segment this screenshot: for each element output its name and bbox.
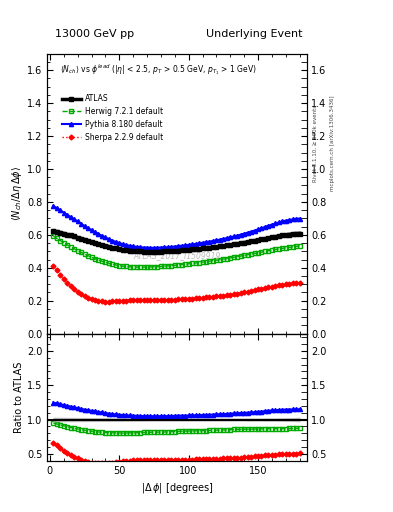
Y-axis label: Ratio to ATLAS: Ratio to ATLAS (14, 361, 24, 433)
Text: mcplots.cern.ch [arXiv:1306.3436]: mcplots.cern.ch [arXiv:1306.3436] (330, 96, 335, 191)
Text: ATLAS_2017_I1509919: ATLAS_2017_I1509919 (133, 251, 220, 260)
Text: $\langle N_{ch} \rangle$ vs $\phi^{lead}$ ($|\eta|$ < 2.5, $p_T$ > 0.5 GeV, $p_{: $\langle N_{ch} \rangle$ vs $\phi^{lead}… (60, 62, 257, 77)
Y-axis label: $\langle N_{ch} / \Delta\eta\,\Delta\phi \rangle$: $\langle N_{ch} / \Delta\eta\,\Delta\phi… (10, 166, 24, 221)
Legend: ATLAS, Herwig 7.2.1 default, Pythia 8.180 default, Sherpa 2.2.9 default: ATLAS, Herwig 7.2.1 default, Pythia 8.18… (59, 91, 166, 145)
Text: Underlying Event: Underlying Event (206, 29, 303, 39)
X-axis label: $|\Delta\,\phi|$ [degrees]: $|\Delta\,\phi|$ [degrees] (141, 481, 213, 495)
Text: Rivet 3.1.10, ≥ 500k events: Rivet 3.1.10, ≥ 500k events (312, 105, 318, 182)
Text: 13000 GeV pp: 13000 GeV pp (55, 29, 134, 39)
